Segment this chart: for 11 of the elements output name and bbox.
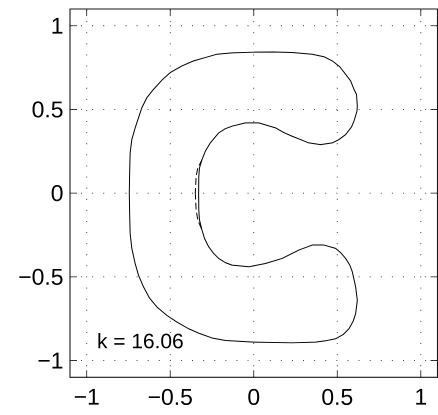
y-tick-label: −0.5 bbox=[19, 268, 63, 285]
x-tick-label: 0 bbox=[248, 388, 260, 406]
y-tick-label: 0 bbox=[52, 185, 63, 202]
x-tick-label: 0.5 bbox=[322, 388, 352, 406]
annotation: k = 16.06 bbox=[98, 333, 183, 348]
x-tick-label: −1 bbox=[74, 388, 99, 405]
x-tick-label: −0.5 bbox=[148, 388, 192, 406]
y-tick-label: 1 bbox=[52, 18, 62, 34]
x-tick-label: 1 bbox=[416, 388, 426, 405]
y-tick-label: −1 bbox=[38, 352, 62, 368]
y-tick-label: 0.5 bbox=[32, 101, 63, 118]
